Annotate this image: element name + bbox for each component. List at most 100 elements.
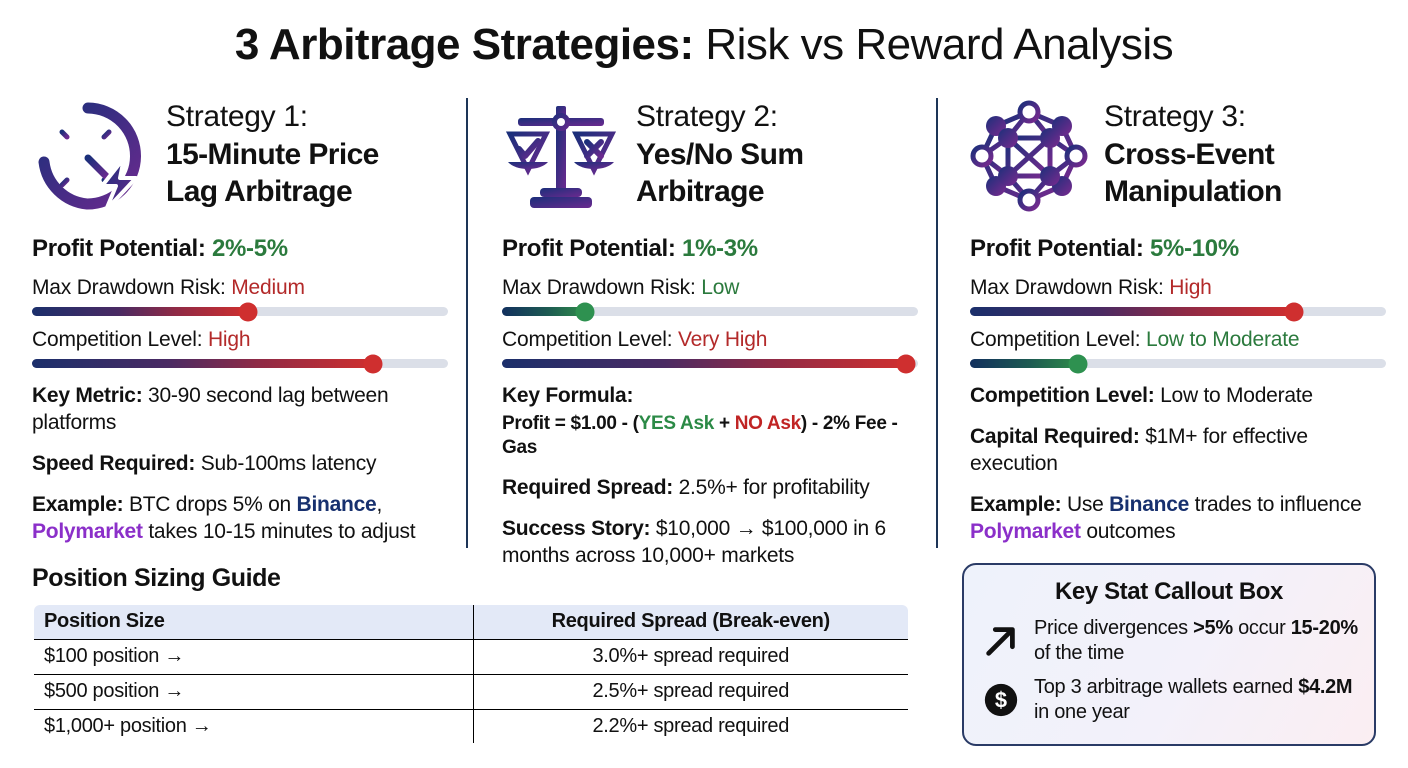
strategy-3-header: Strategy 3: Cross-Event Manipulation	[970, 96, 1386, 218]
strategy-2-name-line2: Arbitrage	[636, 175, 765, 208]
strategy-2-formula-label: Key Formula:	[502, 382, 918, 409]
callout-stat-divergence: Price divergences >5% occur 15-20% of th…	[980, 616, 1358, 666]
strategy-3-row-example: Example: Use Binance trades to influence…	[970, 491, 1386, 545]
table-cell-required-spread: 2.2%+ spread required	[472, 708, 908, 743]
formula-no: NO Ask	[734, 413, 801, 434]
row-text: Sub-100ms latency	[195, 452, 377, 475]
strategy-2-meter-competition-label: Competition Level: Very High	[502, 327, 918, 353]
strategy-2-meter-drawdown-label: Max Drawdown Risk: Low	[502, 275, 918, 301]
callout-stat-wallets-text: Top 3 arbitrage wallets earned $4.2M in …	[1034, 675, 1358, 725]
strategy-2-drawdown-slider[interactable]	[502, 302, 918, 321]
strategy-1-profit-value: 2%-5%	[211, 235, 288, 262]
strategy-column-2: Strategy 2: Yes/No Sum Arbitrage Profit …	[470, 96, 940, 567]
row-label: Key Metric:	[32, 384, 143, 407]
meter-label-text: Max Drawdown Risk:	[502, 276, 696, 299]
strategy-1-meter-competition-label: Competition Level: High	[32, 327, 448, 353]
strategy-3-number: Strategy 3:	[1104, 100, 1246, 133]
strategy-3-meter-drawdown-label: Max Drawdown Risk: High	[970, 275, 1386, 301]
strategy-1-meter-drawdown: Max Drawdown Risk: Medium	[32, 275, 448, 321]
strategy-2-row-success-story: Success Story: $10,000 → $100,000 in 6 m…	[502, 515, 918, 569]
page-title: 3 Arbitrage Strategies: Risk vs Reward A…	[0, 16, 1408, 74]
formula-post: ) - 2% Fee - Gas	[502, 413, 898, 458]
brand-binance: Binance	[1109, 493, 1190, 516]
row-text: Low to Moderate	[1154, 384, 1313, 407]
table-row: $500 position → 2.5%+ spread required	[34, 673, 908, 710]
formula-label-text: Key Formula:	[502, 384, 634, 407]
dollar-circle-icon: $	[980, 678, 1022, 722]
row-label: Speed Required:	[32, 452, 196, 475]
strategy-1-name-line1: 15-Minute Price	[166, 138, 379, 171]
strategy-3-meter-drawdown: Max Drawdown Risk: High	[970, 275, 1386, 321]
stat-bold-1: >5%	[1193, 617, 1233, 639]
strategy-1-titles: Strategy 1: 15-Minute Price Lag Arbitrag…	[166, 96, 379, 210]
strategy-column-3: Strategy 3: Cross-Event Manipulation Pro…	[940, 96, 1408, 551]
row-label: Example:	[970, 493, 1062, 516]
callout-stat-wallets: $ Top 3 arbitrage wallets earned $4.2M i…	[980, 675, 1358, 725]
meter-label-text: Max Drawdown Risk:	[970, 276, 1164, 299]
position-sizing-table: Position Size Required Spread (Break-eve…	[32, 603, 910, 745]
table-cell-position-size: $100 position →	[34, 638, 474, 675]
strategy-1-header: Strategy 1: 15-Minute Price Lag Arbitrag…	[32, 96, 448, 218]
example-pre: Use	[1061, 493, 1110, 516]
row-label: Success Story:	[502, 517, 651, 540]
meter-value-text: Low	[701, 276, 740, 299]
row-text: $1M+ for effective execution	[970, 425, 1308, 475]
table-cell-required-spread: 3.0%+ spread required	[472, 638, 908, 675]
row-label: Example:	[32, 493, 124, 516]
stat-pre: Price divergences	[1034, 617, 1194, 639]
strategy-3-competition-slider[interactable]	[970, 354, 1386, 373]
strategy-column-1: Strategy 1: 15-Minute Price Lag Arbitrag…	[0, 96, 470, 551]
row-text: 30-90 second lag between platforms	[32, 384, 389, 434]
svg-text:$: $	[995, 688, 1007, 713]
strategy-2-row-required-spread: Required Spread: 2.5%+ for profitability	[502, 474, 918, 501]
meter-label-text: Competition Level:	[502, 328, 673, 351]
row-text: $10,000 → $100,000 in 6 months across 10…	[502, 517, 886, 567]
table-cell-required-spread: 2.5%+ spread required	[472, 673, 908, 710]
stat-post: of the time	[1034, 642, 1125, 664]
stat-bold-2: 15-20%	[1290, 617, 1358, 639]
stat-mid: in one year	[1034, 701, 1130, 723]
strategy-3-meter-competition-label: Competition Level: Low to Moderate	[970, 327, 1386, 353]
table-cell-position-size: $500 position →	[34, 673, 474, 710]
strategy-1-meter-drawdown-label: Max Drawdown Risk: Medium	[32, 275, 448, 301]
strategy-1-profit: Profit Potential: 2%-5%	[32, 234, 448, 264]
meter-value-text: High	[207, 328, 251, 351]
column-divider-1	[466, 98, 468, 548]
page-title-regular: Risk vs Reward Analysis	[693, 20, 1174, 69]
example-mid: trades to influence	[1189, 493, 1362, 516]
strategy-3-drawdown-slider[interactable]	[970, 302, 1386, 321]
strategy-3-profit-value: 5%-10%	[1149, 235, 1239, 262]
column-divider-2	[936, 98, 938, 548]
strategy-1-profit-label: Profit Potential:	[32, 235, 206, 262]
strategy-1-row-speed: Speed Required: Sub-100ms latency	[32, 450, 448, 477]
meter-label-text: Competition Level:	[970, 328, 1141, 351]
strategy-1-name-line2: Lag Arbitrage	[166, 175, 353, 208]
table-header-position-size: Position Size	[34, 605, 474, 640]
clock-lightning-icon	[32, 96, 150, 212]
strategy-2-header: Strategy 2: Yes/No Sum Arbitrage	[502, 96, 918, 218]
strategy-2-meter-competition: Competition Level: Very High	[502, 327, 918, 373]
formula-pre: Profit = $1.00 - (	[502, 413, 639, 434]
strategy-1-drawdown-slider[interactable]	[32, 302, 448, 321]
strategy-2-profit-value: 1%-3%	[681, 235, 758, 262]
network-graph-icon	[970, 96, 1088, 212]
strategy-3-meter-competition: Competition Level: Low to Moderate	[970, 327, 1386, 373]
strategy-1-competition-slider[interactable]	[32, 354, 448, 373]
callout-title: Key Stat Callout Box	[1054, 578, 1284, 605]
stat-bold-1: $4.2M	[1298, 676, 1353, 698]
strategy-2-titles: Strategy 2: Yes/No Sum Arbitrage	[636, 96, 804, 210]
table-row: $1,000+ position → 2.2%+ spread required	[34, 708, 908, 743]
strategy-1-number: Strategy 1:	[166, 100, 308, 133]
strategy-3-titles: Strategy 3: Cross-Event Manipulation	[1104, 96, 1282, 210]
table-row: $100 position → 3.0%+ spread required	[34, 638, 908, 675]
meter-value-text: Very High	[677, 328, 768, 351]
brand-polymarket: Polymarket	[970, 520, 1081, 543]
strategy-2-competition-slider[interactable]	[502, 354, 918, 373]
strategy-2-name-line1: Yes/No Sum	[636, 138, 804, 171]
example-mid: ,	[376, 493, 383, 516]
table-header-required-spread: Required Spread (Break-even)	[472, 605, 908, 640]
balance-scale-icon	[502, 96, 620, 212]
arrow-up-right-icon	[980, 619, 1022, 663]
strategy-3-row-competition: Competition Level: Low to Moderate	[970, 382, 1386, 409]
